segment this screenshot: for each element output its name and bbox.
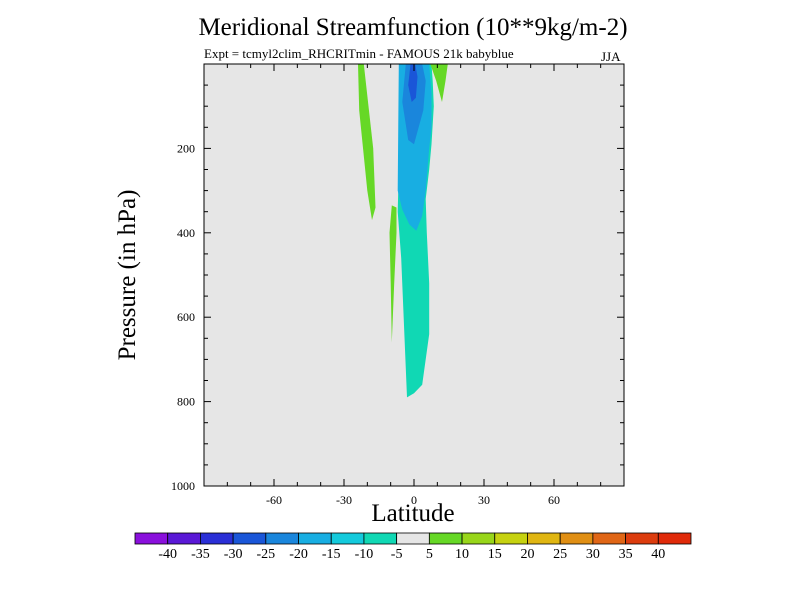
- contour-positive-left-upper: [358, 64, 376, 221]
- colorbar-label: 15: [488, 547, 502, 562]
- chart-title: Meridional Streamfunction (10**9kg/m-2): [198, 14, 628, 41]
- colorbar-label: 40: [651, 547, 665, 562]
- x-tick-label: 30: [478, 493, 490, 507]
- y-tick-label: 800: [177, 395, 195, 409]
- colorbar-swatch: [232, 532, 267, 545]
- colorbar-label: -5: [391, 547, 403, 562]
- colorbar-label: -25: [256, 547, 275, 562]
- colorbar-swatch: [200, 532, 234, 545]
- colorbar-label: 20: [520, 547, 534, 562]
- x-axis-label: Latitude: [371, 500, 455, 527]
- colorbar-swatch: [494, 532, 528, 545]
- colorbar-label: 35: [619, 547, 633, 562]
- colorbar-label: -40: [158, 547, 177, 562]
- colorbar-swatch: [625, 532, 659, 545]
- contour-negative-max: [408, 64, 418, 102]
- y-tick-label: 600: [177, 310, 195, 324]
- colorbar-swatch: [657, 532, 692, 545]
- x-tick-label: -60: [266, 493, 282, 507]
- x-tick-label: 60: [548, 493, 560, 507]
- colorbar-swatch: [265, 532, 299, 545]
- colorbar-label: -30: [224, 547, 243, 562]
- colorbar-label: 5: [426, 547, 433, 562]
- season-label: JJA: [601, 49, 621, 64]
- y-tick-label: 400: [177, 226, 195, 240]
- colorbar-swatch: [298, 532, 332, 545]
- colorbar-swatch: [167, 532, 201, 545]
- colorbar-label: 25: [553, 547, 567, 562]
- x-tick-label: -30: [336, 493, 352, 507]
- colorbar-swatch: [527, 532, 561, 545]
- colorbar-label: -15: [322, 547, 341, 562]
- contour-positive-right-upper: [430, 64, 448, 102]
- colorbar-label: 10: [455, 547, 469, 562]
- chart-subtitle: Expt = tcmyl2clim_RHCRITmin - FAMOUS 21k…: [204, 46, 514, 61]
- colorbar-label: -20: [289, 547, 308, 562]
- colorbar-label: -10: [355, 547, 374, 562]
- y-tick-label: 200: [177, 141, 195, 155]
- colorbar-swatch: [592, 532, 626, 545]
- colorbar-swatch: [330, 532, 365, 545]
- contour-negative-upper: [402, 64, 426, 145]
- colorbar-swatch: [134, 532, 169, 545]
- colorbar-swatch: [363, 532, 398, 545]
- colorbar-swatch: [461, 532, 496, 545]
- y-tick-label: 1000: [171, 479, 195, 493]
- colorbar-swatch: [559, 532, 594, 545]
- colorbar-swatch: [428, 532, 463, 545]
- contour-positive-left-lower: [389, 205, 397, 343]
- colorbar-label: -35: [191, 547, 210, 562]
- colorbar-swatch: [396, 532, 430, 545]
- colorbar-label: 30: [586, 547, 600, 562]
- x-tick-label: 0: [411, 493, 417, 507]
